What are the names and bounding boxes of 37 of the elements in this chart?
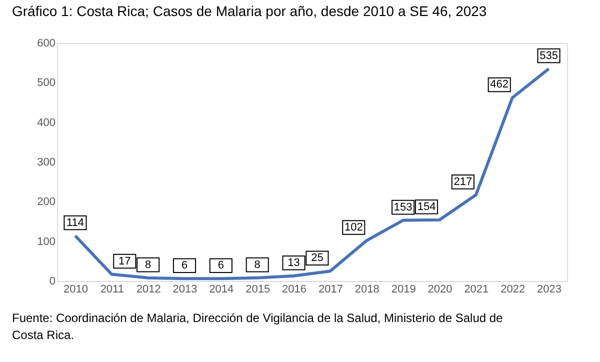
data-label: 6 <box>181 260 188 272</box>
data-label: 8 <box>145 258 152 271</box>
x-tick-label: 2020 <box>428 284 452 296</box>
x-tick-label: 2022 <box>500 284 526 296</box>
x-tick-label: 2021 <box>464 284 489 296</box>
y-tick-label: 200 <box>37 196 56 208</box>
y-tick-label: 300 <box>37 156 56 168</box>
data-label: 462 <box>490 78 509 91</box>
data-label: 8 <box>254 258 260 271</box>
data-label: 6 <box>218 260 224 272</box>
chart-title: Gráfico 1: Costa Rica; Casos de Malaria por año, desde 2010 a SE 46, 2023 <box>12 3 487 19</box>
data-label: 17 <box>118 255 131 268</box>
data-label: 114 <box>66 216 84 229</box>
y-tick-label: 400 <box>37 116 56 129</box>
x-tick-label: 2013 <box>172 284 198 296</box>
y-tick-label: 500 <box>37 77 56 90</box>
data-label: 25 <box>311 252 324 264</box>
x-tick-label: 2011 <box>100 284 124 296</box>
x-tick-label: 2016 <box>282 284 307 296</box>
data-label: 217 <box>454 176 472 188</box>
data-label: 154 <box>417 200 436 213</box>
source-note: Fuente: Coordinación de Malaria, Dirección de Vigilancia de la Salud, Ministerio de Salud de Costa Rica. <box>12 311 504 342</box>
x-tick-label: 2023 <box>537 284 562 296</box>
x-tick-label: 2012 <box>136 284 161 296</box>
data-label: 102 <box>344 222 363 234</box>
x-tick-label: 2015 <box>246 284 270 296</box>
x-tick-label: 2018 <box>354 284 380 296</box>
data-label: 13 <box>288 256 300 269</box>
x-tick-label: 2010 <box>63 284 88 296</box>
x-tick-label: 2017 <box>318 284 343 296</box>
y-tick-label: 0 <box>49 276 56 288</box>
data-label: 153 <box>394 201 412 214</box>
y-tick-label: 100 <box>37 236 56 248</box>
x-tick-label: 2019 <box>391 284 416 296</box>
x-tick-label: 2014 <box>209 284 234 296</box>
data-label: 535 <box>540 50 558 62</box>
y-tick-label: 600 <box>37 38 56 50</box>
